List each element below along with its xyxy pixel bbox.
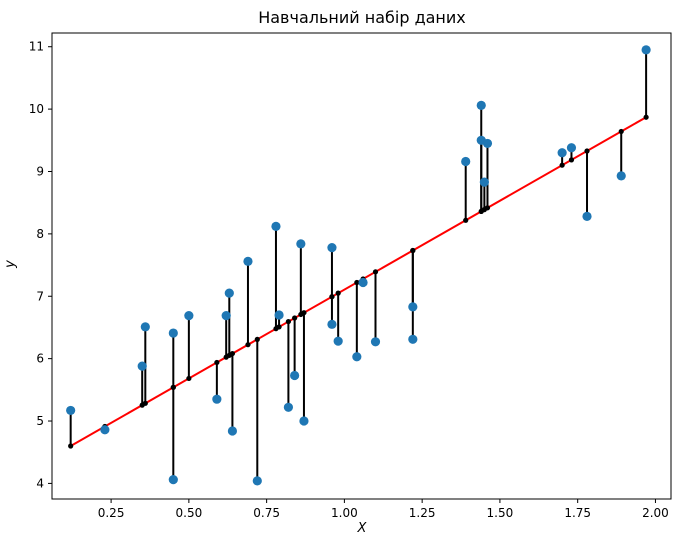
data-point — [482, 138, 493, 149]
data-point — [243, 256, 253, 266]
data-point — [168, 475, 178, 485]
y-tick-label: 4 — [36, 476, 44, 490]
x-tick-label: 0.75 — [253, 506, 280, 520]
x-axis-ticks: 0.25 0.50 0.75 1.00 1.25 1.50 1.75 2.00 — [98, 499, 669, 520]
predicted-point — [329, 294, 335, 300]
predicted-point — [68, 443, 74, 449]
predicted-points — [68, 114, 649, 449]
x-tick-label: 0.50 — [176, 506, 203, 520]
chart-title: Навчальний набір даних — [258, 8, 466, 27]
predicted-point — [354, 279, 360, 286]
data-point — [221, 310, 231, 321]
data-point — [66, 405, 76, 416]
data-point — [327, 242, 337, 253]
x-tick-label: 0.25 — [98, 506, 125, 520]
data-point — [352, 352, 362, 362]
data-point — [296, 239, 306, 249]
data-point — [327, 319, 337, 329]
data-point — [168, 328, 178, 338]
predicted-point — [618, 128, 624, 135]
plot-frame — [51, 32, 672, 500]
y-tick-label: 8 — [36, 227, 44, 241]
data-point — [557, 148, 567, 158]
predicted-point — [301, 310, 307, 316]
y-axis-title: y — [3, 260, 18, 269]
data-point — [299, 416, 309, 426]
residual-lines — [69, 49, 648, 481]
x-tick-label: 1.50 — [487, 506, 514, 520]
predicted-point — [229, 350, 236, 357]
predicted-point — [372, 269, 379, 275]
predicted-point — [276, 324, 282, 330]
predicted-point — [186, 375, 192, 382]
predicted-point — [484, 205, 491, 211]
predicted-point — [559, 162, 565, 168]
y-tick-label: 11 — [29, 40, 44, 54]
data-point — [140, 322, 150, 332]
data-point — [100, 425, 110, 435]
x-tick-label: 1.75 — [564, 506, 591, 520]
plot-area — [51, 32, 672, 500]
predicted-point — [142, 400, 148, 406]
data-point — [408, 302, 418, 312]
data-point — [641, 45, 651, 55]
y-axis-ticks: 4 5 6 7 8 9 10 11 — [29, 40, 52, 490]
predicted-point — [584, 148, 590, 154]
data-point — [333, 336, 343, 346]
data-point — [476, 100, 486, 110]
data-point — [290, 370, 300, 381]
data-point — [370, 337, 381, 347]
predicted-point — [214, 359, 220, 366]
predicted-point — [335, 290, 341, 296]
data-point — [582, 211, 592, 222]
predicted-point — [568, 157, 575, 163]
y-tick-label: 7 — [36, 289, 44, 303]
predicted-point — [254, 336, 260, 342]
data-point — [224, 288, 234, 298]
data-point — [479, 177, 489, 187]
predicted-point — [170, 384, 176, 390]
predicted-point — [285, 318, 292, 325]
data-point — [566, 143, 577, 153]
data-point — [358, 277, 368, 288]
plot-background — [52, 33, 671, 499]
x-tick-label: 2.00 — [642, 506, 669, 520]
predicted-point — [410, 247, 416, 254]
data-point — [461, 156, 471, 167]
data-point — [274, 310, 284, 320]
data-point — [137, 361, 147, 371]
data-point — [227, 426, 238, 436]
data-point — [184, 310, 194, 321]
predicted-point — [245, 342, 251, 348]
data-point — [212, 394, 222, 404]
predicted-point — [292, 315, 298, 321]
y-tick-label: 5 — [36, 414, 44, 428]
predicted-point — [643, 114, 649, 120]
data-point — [616, 171, 626, 181]
y-tick-label: 10 — [29, 102, 44, 116]
y-tick-label: 6 — [36, 352, 44, 366]
x-axis-title: X — [357, 521, 368, 536]
predicted-point — [463, 217, 469, 223]
data-point — [271, 221, 281, 231]
data-point — [283, 402, 294, 412]
data-point — [408, 334, 418, 344]
y-tick-label: 9 — [36, 164, 44, 178]
x-tick-label: 1.00 — [331, 506, 358, 520]
observed-points — [66, 45, 651, 486]
data-point — [252, 476, 262, 486]
x-tick-label: 1.25 — [409, 506, 436, 520]
